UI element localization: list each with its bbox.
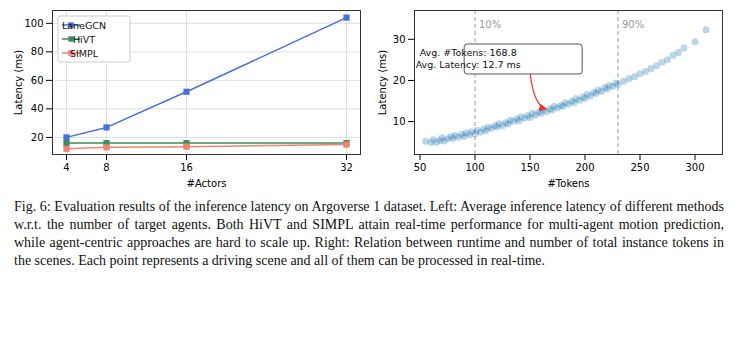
svg-text:20: 20 [31,132,44,143]
svg-text:60: 60 [31,75,44,86]
svg-text:#Tokens: #Tokens [547,178,589,189]
svg-text:10%: 10% [479,19,501,30]
svg-text:50: 50 [414,162,427,173]
svg-text:90%: 90% [622,19,644,30]
svg-text:Avg. Latency: 12.7 ms: Avg. Latency: 12.7 ms [416,59,521,70]
svg-text:#Actors: #Actors [187,178,227,189]
svg-text:Avg. #Tokens: 168.8: Avg. #Tokens: 168.8 [420,47,517,58]
svg-text:4: 4 [63,162,69,173]
html-text:Fig. 6: Evaluation results of: Fig. 6: Evaluation results of the infere… [14,199,724,268]
svg-text:40: 40 [31,103,44,114]
svg-text:LaneGCN: LaneGCN [62,20,106,31]
svg-text:10: 10 [393,116,406,127]
svg-text:250: 250 [630,162,649,173]
svg-text:16: 16 [180,162,193,173]
svg-text:HiVT: HiVT [73,34,95,45]
svg-text:80: 80 [31,46,44,57]
svg-text:30: 30 [393,34,406,45]
svg-text:SIMPL: SIMPL [70,48,99,59]
svg-text:20: 20 [393,75,406,86]
svg-text:150: 150 [520,162,539,173]
svg-text:8: 8 [103,162,109,173]
svg-text:100: 100 [465,162,484,173]
svg-text:Latency (ms): Latency (ms) [377,50,388,116]
svg-text:Latency (ms): Latency (ms) [13,50,24,116]
svg-text:200: 200 [575,162,594,173]
svg-text:300: 300 [685,162,704,173]
svg-text:100: 100 [24,18,43,29]
svg-text:32: 32 [340,162,353,173]
